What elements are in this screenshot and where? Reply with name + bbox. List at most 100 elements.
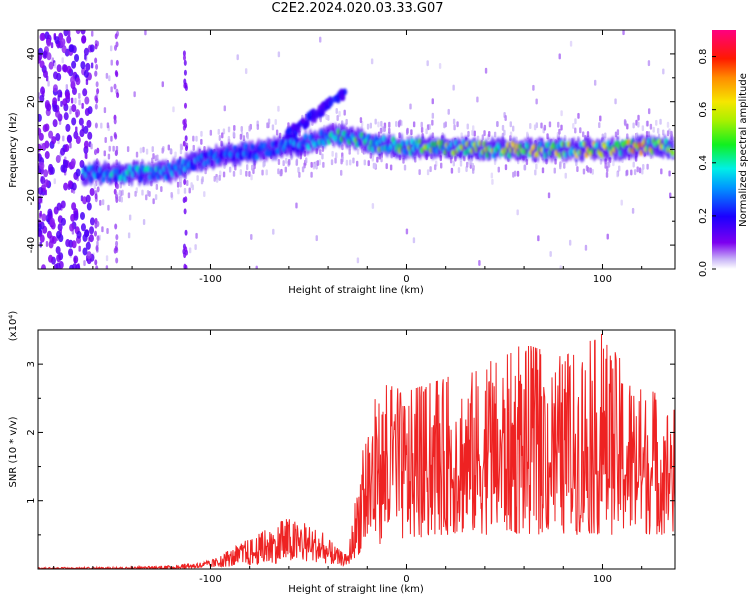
spectrogram-blob: [62, 98, 68, 107]
spectrogram-noise-cell: [612, 160, 615, 167]
spectrogram-noise-cell: [626, 123, 629, 130]
spectrogram-blob: [56, 230, 62, 239]
spectrogram-blob: [48, 130, 54, 139]
spectrogram-noise-cell: [497, 166, 500, 173]
spectrogram-noise-cell: [526, 131, 529, 138]
spectrogram-noise-cell: [397, 120, 401, 127]
colorbar-ticks: 0.0 0.2 0.4 0.6 0.8: [698, 49, 716, 277]
spectrogram-streak: [95, 265, 99, 269]
spectrogram-noise-cell: [529, 123, 532, 130]
spectrogram-noise-cell: [481, 134, 485, 141]
spectrogram-noise-cell: [135, 151, 139, 158]
spectrogram-blob: [63, 30, 69, 37]
spectrogram-noise-cell: [637, 114, 640, 121]
spectrogram-blob: [48, 61, 54, 70]
spectrogram-blob: [83, 125, 89, 134]
spectrogram-noise-cell: [660, 168, 663, 175]
spectrogram-noise-cell: [245, 170, 248, 177]
spectrogram-blob: [79, 129, 85, 138]
spectrogram-noise-cell: [614, 131, 618, 138]
spectrogram-noise-cell: [606, 233, 609, 240]
spectrogram-noise-cell: [170, 191, 173, 198]
spectrogram-noise-cell: [155, 184, 159, 191]
spectrogram-noise-cell: [167, 144, 170, 151]
spectrogram-noise-cell: [516, 170, 520, 177]
snr-y-tick-label: 3: [26, 361, 37, 367]
spectrogram-streak: [96, 88, 100, 95]
spectrogram-noise-cell: [151, 146, 154, 153]
spectrogram-noise-cell: [245, 164, 249, 171]
spectrogram-streak: [96, 235, 100, 242]
spectrogram-streak: [114, 223, 118, 230]
spectrogram-noise-cell: [227, 135, 231, 142]
spectrogram-blob: [39, 161, 45, 170]
spectrogram-noise-cell: [179, 143, 183, 150]
spectrogram-noise-cell: [188, 247, 192, 254]
spectrogram-blob: [41, 213, 47, 222]
spectrogram-noise-cell: [343, 109, 346, 116]
spectrogram-noise-cell: [188, 187, 191, 194]
spectrogram-streak: [115, 59, 119, 66]
spectrogram-noise-cell: [426, 169, 430, 176]
spectrogram-noise-cell: [335, 152, 338, 159]
spectrogram-streak: [113, 188, 117, 195]
spectrogram-noise-cell: [379, 127, 383, 134]
spectrogram-noise-cell: [467, 130, 470, 137]
spectrogram-noise-cell: [620, 199, 623, 206]
spectrogram-noise-cell: [106, 228, 109, 235]
spectrogram-blob: [85, 62, 91, 71]
spectrogram-noise-cell: [152, 198, 155, 205]
spectrogram-noise-cell: [385, 163, 388, 170]
spectrogram-blob: [62, 165, 68, 174]
spectrogram-noise-cell: [646, 120, 649, 127]
spectrogram-noise-cell: [108, 75, 111, 82]
spectrogram-noise-cell: [471, 129, 474, 136]
spectrogram-noise-cell: [452, 84, 455, 91]
colorbar-label: Normalized spectral amplitude: [738, 73, 749, 227]
spectrogram-noise-cell: [200, 178, 204, 185]
spectrogram-blob: [65, 123, 71, 132]
spectrogram-noise-cell: [472, 125, 475, 132]
spectrogram-noise-cell: [359, 117, 363, 124]
spectrogram-noise-cell: [310, 171, 313, 178]
spectrogram-x-tick-label: 100: [593, 274, 612, 285]
spectrogram-streak: [94, 57, 98, 64]
spectrogram-noise-cell: [367, 160, 370, 167]
spectrogram-noise-cell: [179, 176, 183, 183]
spectrogram-blob: [56, 202, 62, 211]
spectrogram-streak: [95, 97, 99, 104]
spectrogram-noise-cell: [105, 255, 109, 262]
spectrogram-streak: [96, 220, 100, 227]
spectrogram-blob: [44, 151, 50, 160]
spectrogram-noise-cell: [60, 100, 63, 107]
spectrogram-streak: [183, 78, 187, 85]
spectrogram-noise-cell: [232, 170, 236, 177]
snr-x-label: Height of straight line (km): [288, 584, 424, 595]
spectrogram-noise-cell: [145, 148, 149, 155]
spectrogram-blob: [43, 169, 49, 178]
spectrogram-blob: [75, 109, 81, 118]
spectrogram-noise-cell: [662, 68, 665, 75]
spectrogram-noise-cell: [100, 122, 103, 129]
spectrogram-noise-cell: [444, 121, 447, 128]
spectrogram-blob: [52, 119, 58, 128]
spectrogram-streak: [115, 149, 119, 156]
spectrogram-noise-cell: [128, 214, 132, 221]
spectrogram-noise-cell: [569, 40, 573, 47]
spectrogram-noise-cell: [631, 207, 635, 214]
spectrogram-noise-cell: [624, 120, 627, 127]
spectrogram-noise-cell: [322, 161, 325, 168]
spectrogram-noise-cell: [547, 192, 551, 199]
spectrogram-noise-cell: [240, 126, 243, 133]
spectrogram-noise-cell: [579, 127, 582, 134]
spectrogram-noise-cell: [473, 130, 476, 137]
spectrogram-blob: [82, 88, 88, 97]
spectrogram-noise-cell: [541, 167, 545, 174]
spectrogram-streak: [182, 140, 186, 147]
spectrogram-blob: [76, 230, 82, 239]
spectrogram-blob: [75, 77, 81, 86]
spectrogram-noise-cell: [389, 164, 393, 171]
spectrogram-noise-cell: [641, 168, 644, 175]
spectrogram-noise-cell: [265, 169, 268, 176]
spectrogram-blob: [57, 89, 63, 98]
